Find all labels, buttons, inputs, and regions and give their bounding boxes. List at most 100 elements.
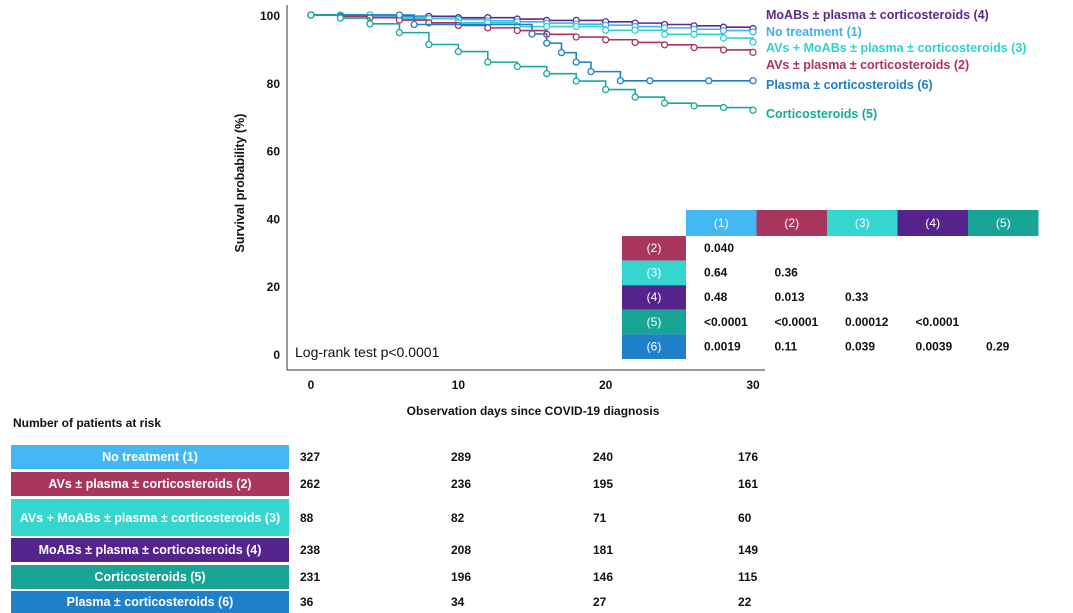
pvalue-cell: 0.0019: [704, 339, 741, 353]
pvalue-col-header: [686, 210, 757, 236]
series-point: [660, 99, 669, 107]
x-tick-label: 10: [452, 378, 466, 392]
series-point: [749, 48, 757, 56]
pvalue-col-label: (3): [855, 216, 870, 230]
pvalue-cell: 0.11: [775, 339, 798, 353]
legend-label: Corticosteroids (5): [766, 107, 877, 121]
risk-count: 149: [738, 543, 759, 557]
risk-row-label: AVs ± plasma ± corticosteroids (2): [11, 472, 289, 496]
logrank-annotation: Log-rank test p<0.0001: [295, 344, 440, 360]
pvalue-col-label: (1): [714, 216, 729, 230]
risk-count: 238: [300, 543, 321, 557]
pvalue-col-label: (2): [784, 216, 799, 230]
risk-count: 176: [738, 450, 759, 464]
series-point: [705, 77, 713, 85]
series-layer: [307, 11, 757, 114]
risk-count: 71: [593, 510, 607, 525]
series-point: [395, 11, 404, 19]
series-point: [660, 30, 669, 38]
pvalue-col-header: [897, 210, 968, 236]
risk-count: 208: [451, 543, 472, 557]
series-point: [660, 41, 669, 49]
series-point: [749, 77, 757, 85]
x-tick-label: 0: [308, 378, 315, 392]
risk-table-title: Number of patients at risk: [13, 416, 162, 430]
series-point: [690, 30, 698, 38]
legend-label: AVs ± plasma ± corticosteroids (2): [766, 58, 969, 72]
series-point: [543, 39, 551, 47]
pvalue-cell: <0.0001: [916, 315, 960, 329]
risk-count: 327: [300, 450, 321, 464]
x-axis-label: Observation days since COVID-19 diagnosi…: [407, 404, 660, 418]
series-point: [454, 21, 462, 30]
series-point: [572, 33, 580, 41]
pvalue-col-header: [756, 210, 827, 236]
risk-count: 181: [593, 543, 614, 557]
series-point: [719, 46, 728, 54]
pvalue-cell: 0.29: [986, 339, 1010, 353]
series-point: [602, 85, 610, 94]
pvalue-cell: <0.0001: [704, 315, 748, 329]
series-point: [631, 38, 639, 47]
risk-row-label: No treatment (1): [11, 445, 289, 469]
series-point: [543, 69, 551, 78]
risk-count: 27: [593, 595, 607, 609]
legend-label: MoABs ± plasma ± corticosteroids (4): [766, 8, 989, 22]
pvalue-row-header: [622, 334, 686, 359]
risk-count: 289: [451, 450, 472, 464]
chart-axes: 0 20 40 60 80 100 0 10 20 30: [260, 5, 765, 392]
risk-count: 82: [451, 510, 465, 525]
series-point: [336, 14, 345, 22]
pvalue-col-header: [968, 210, 1039, 236]
pvalue-table: (1) (2) (3) (4) (5) (2) 0.040 (3) 0.64 0.36 (4) 0.4…: [622, 210, 1039, 359]
pvalue-cell: 0.00012: [845, 315, 889, 329]
series-point: [395, 28, 404, 37]
series-point: [366, 20, 374, 28]
risk-count: 195: [593, 477, 614, 491]
series-point: [425, 40, 433, 49]
pvalue-cell: 0.48: [704, 290, 728, 304]
series-point: [410, 20, 418, 29]
risk-count: 146: [593, 570, 614, 584]
series-point: [690, 43, 698, 52]
series-point: [528, 30, 536, 38]
risk-row-label: MoABs ± plasma ± corticosteroids (4): [11, 538, 289, 562]
series-point: [631, 93, 639, 101]
legend-label: No treatment (1): [766, 25, 862, 39]
series-point: [557, 48, 566, 57]
series-point: [749, 28, 757, 36]
y-tick-label: 20: [267, 280, 281, 294]
series-point: [454, 47, 462, 56]
risk-count: 88: [300, 510, 314, 525]
pvalue-row-label: (6): [647, 339, 662, 353]
series-point: [587, 67, 595, 76]
risk-row: Plasma ± corticosteroids (6) 36 34 27 22: [11, 591, 1061, 613]
series-point: [484, 58, 492, 66]
pvalue-cell: <0.0001: [775, 315, 819, 329]
pvalue-col-label: (5): [996, 216, 1011, 230]
risk-row-label: Corticosteroids (5): [11, 565, 289, 589]
pvalue-cell: 0.013: [775, 290, 805, 304]
series-point: [543, 22, 551, 31]
series-point: [631, 26, 639, 34]
pvalue-row-label: (5): [647, 315, 662, 329]
pvalue-cell: 0.039: [845, 339, 875, 353]
series-point: [646, 77, 654, 85]
pvalue-cell: 0.33: [845, 290, 869, 304]
risk-row: AVs + MoABs ± plasma ± corticosteroids (…: [11, 499, 1061, 536]
risk-row: MoABs ± plasma ± corticosteroids (4) 238 2…: [11, 538, 1061, 562]
y-axis-label: Survival probability (%): [233, 114, 247, 253]
risk-row-label: AVs + MoABs ± plasma ± corticosteroids (…: [11, 499, 289, 536]
pvalue-col-header: [827, 210, 898, 236]
series-point: [616, 77, 625, 85]
series-point: [307, 11, 315, 19]
pvalue-row-header: [622, 285, 686, 310]
risk-count: 115: [738, 570, 758, 584]
series-point: [602, 26, 610, 34]
pvalue-cell: 0.0039: [916, 339, 953, 353]
y-tick-label: 0: [273, 348, 280, 362]
pvalue-cell: 0.36: [775, 266, 799, 280]
risk-row: No treatment (1) 327 289 240 176: [11, 445, 1061, 469]
legend-label: Plasma ± corticosteroids (6): [766, 78, 933, 92]
pvalue-row-label: (4): [647, 290, 662, 304]
